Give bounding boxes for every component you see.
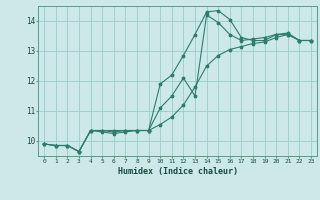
X-axis label: Humidex (Indice chaleur): Humidex (Indice chaleur) bbox=[118, 167, 238, 176]
